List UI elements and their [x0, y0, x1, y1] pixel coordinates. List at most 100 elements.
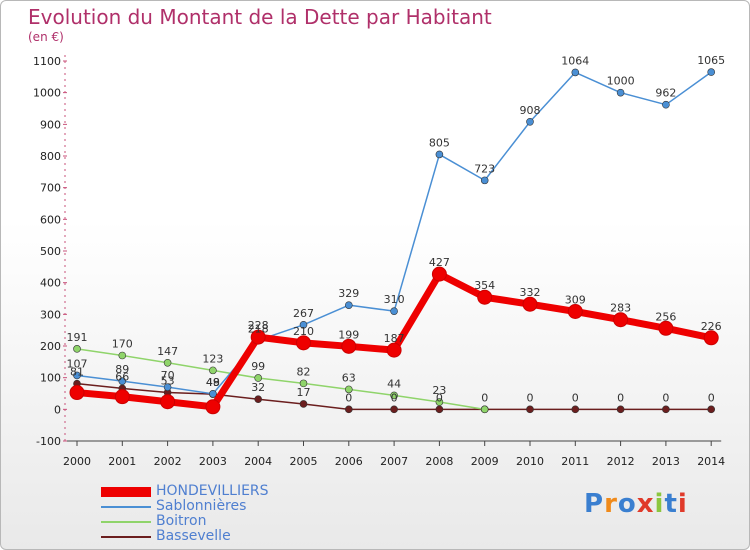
- data-label: 0: [345, 391, 352, 404]
- data-label: 123: [202, 352, 223, 365]
- data-point-bassevelle: [299, 400, 308, 408]
- data-label: 0: [662, 391, 669, 404]
- data-point-hondevilliers: [341, 338, 357, 354]
- x-tick-label: 2000: [63, 455, 91, 468]
- legend-item-boitron: Boitron: [101, 513, 361, 530]
- legend-swatch: [101, 487, 151, 497]
- y-tick-label: 300: [40, 308, 61, 321]
- data-label: 908: [520, 104, 541, 117]
- data-point-bassevelle: [344, 405, 353, 414]
- x-tick-label: 2011: [561, 455, 589, 468]
- data-point-hondevilliers: [477, 289, 493, 305]
- chart-title: Evolution du Montant de la Dette par Hab…: [28, 5, 492, 29]
- data-point-bassevelle: [707, 405, 716, 414]
- legend-label: Boitron: [156, 513, 207, 529]
- data-point-sablonnires: [707, 68, 716, 76]
- data-label: 1000: [607, 75, 635, 88]
- data-label: 309: [565, 293, 586, 306]
- data-label: 107: [67, 357, 88, 370]
- y-tick-label: 0: [54, 403, 61, 416]
- brand-letter: P: [584, 489, 605, 519]
- x-tick-label: 2006: [335, 455, 363, 468]
- x-tick-label: 2005: [290, 455, 318, 468]
- x-tick-label: 2002: [154, 455, 182, 468]
- y-tick-label: 600: [40, 213, 61, 226]
- data-point-hondevilliers: [522, 296, 538, 312]
- y-tick-label: 400: [40, 277, 61, 290]
- x-tick-label: 2003: [199, 455, 227, 468]
- data-point-hondevilliers: [658, 320, 674, 336]
- x-tick-label: 2007: [380, 455, 408, 468]
- data-label: 32: [251, 381, 265, 394]
- x-tick-label: 2012: [607, 455, 635, 468]
- data-point-hondevilliers: [613, 312, 629, 328]
- y-tick-label: 1100: [33, 55, 61, 68]
- data-point-sablonnires: [209, 390, 217, 398]
- data-point-hondevilliers: [205, 399, 221, 415]
- data-label: 199: [338, 328, 359, 341]
- data-label: 99: [251, 360, 265, 373]
- brand-letter: i: [677, 489, 688, 519]
- data-label: 218: [248, 322, 269, 335]
- y-tick-label: 100: [40, 372, 61, 385]
- line-chart: -100010020030040050060070080090010001100…: [33, 54, 725, 468]
- data-point-sablonnires: [435, 150, 444, 159]
- data-point-boitron: [480, 405, 489, 414]
- data-label: 66: [115, 370, 129, 383]
- data-point-sablonnires: [480, 176, 489, 185]
- data-label: 329: [338, 287, 359, 300]
- data-point-boitron: [344, 385, 353, 394]
- data-point-sablonnires: [662, 100, 670, 109]
- data-point-bassevelle: [254, 395, 263, 404]
- data-point-sablonnires: [344, 301, 353, 309]
- data-label: 210: [293, 325, 314, 338]
- y-tick-label: 800: [40, 150, 61, 163]
- legend-label: Bassevelle: [156, 528, 231, 544]
- x-tick-label: 2008: [425, 455, 453, 468]
- data-label: 228: [248, 319, 269, 332]
- data-label: 0: [436, 391, 443, 404]
- y-tick-label: 900: [40, 118, 61, 131]
- data-point-bassevelle: [435, 405, 444, 414]
- brand-letter: r: [604, 489, 618, 519]
- data-point-hondevilliers: [250, 329, 266, 345]
- legend-swatch: [101, 506, 151, 508]
- legend: HONDEVILLIERS Sablonnières Boitron Bassevel…: [101, 483, 361, 545]
- legend-label: HONDEVILLIERS: [156, 483, 269, 499]
- data-label: 723: [474, 162, 495, 175]
- data-label: 0: [572, 391, 579, 404]
- legend-item-hondevilliers: HONDEVILLIERS: [101, 483, 361, 500]
- brand-logo: Proxiti: [584, 489, 688, 519]
- data-label: 310: [384, 293, 405, 306]
- data-label: 1064: [561, 54, 589, 67]
- data-label: 427: [429, 256, 450, 269]
- data-label: 354: [474, 279, 495, 292]
- data-point-bassevelle: [390, 405, 398, 414]
- data-point-hondevilliers: [431, 266, 447, 282]
- unit-label: (en €): [28, 30, 64, 44]
- data-label: 0: [708, 391, 715, 404]
- data-point-boitron: [73, 345, 81, 353]
- data-label: 256: [655, 310, 676, 323]
- data-label: 48: [206, 376, 220, 389]
- data-point-boitron: [118, 351, 127, 360]
- data-label: 267: [293, 307, 314, 320]
- data-point-hondevilliers: [114, 389, 130, 405]
- data-label: 49: [206, 376, 220, 389]
- data-point-boitron: [254, 374, 263, 382]
- data-label: 191: [67, 331, 88, 344]
- data-label: 962: [655, 87, 676, 100]
- legend-item-bassevelle: Bassevelle: [101, 528, 361, 545]
- x-tick-label: 2009: [471, 455, 499, 468]
- y-tick-label: 700: [40, 182, 61, 195]
- data-point-sablonnires: [526, 118, 534, 126]
- data-label: 17: [297, 386, 311, 399]
- series-line-boitron: [76, 348, 485, 411]
- data-label: 283: [610, 302, 631, 315]
- data-label: 44: [387, 377, 401, 390]
- x-tick-label: 2001: [108, 455, 136, 468]
- data-point-boitron: [163, 358, 172, 367]
- data-label: 81: [70, 366, 84, 379]
- data-point-bassevelle: [526, 405, 534, 414]
